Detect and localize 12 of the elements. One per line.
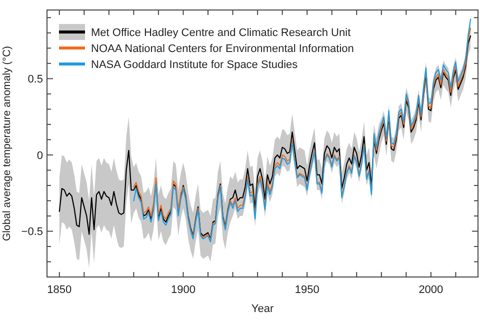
legend-label: Met Office Hadley Centre and Climatic Research Unit (91, 27, 351, 39)
legend-label: NOAA National Centers for Environmental Information (91, 43, 354, 55)
y-tick-label: −0.5 (21, 226, 43, 238)
y-axis-title: Global average temperature anomaly (°C) (1, 46, 13, 242)
x-tick-label: 1850 (47, 284, 72, 296)
y-tick-label: 0 (36, 150, 43, 162)
x-axis-title: Year (251, 303, 274, 315)
x-tick-label: 1950 (294, 284, 320, 296)
x-tick-label: 2000 (418, 284, 444, 296)
x-tick-label: 1900 (170, 284, 196, 296)
legend-label: NASA Goddard Institute for Space Studies (91, 59, 298, 71)
y-tick-label: 0.5 (28, 74, 43, 86)
